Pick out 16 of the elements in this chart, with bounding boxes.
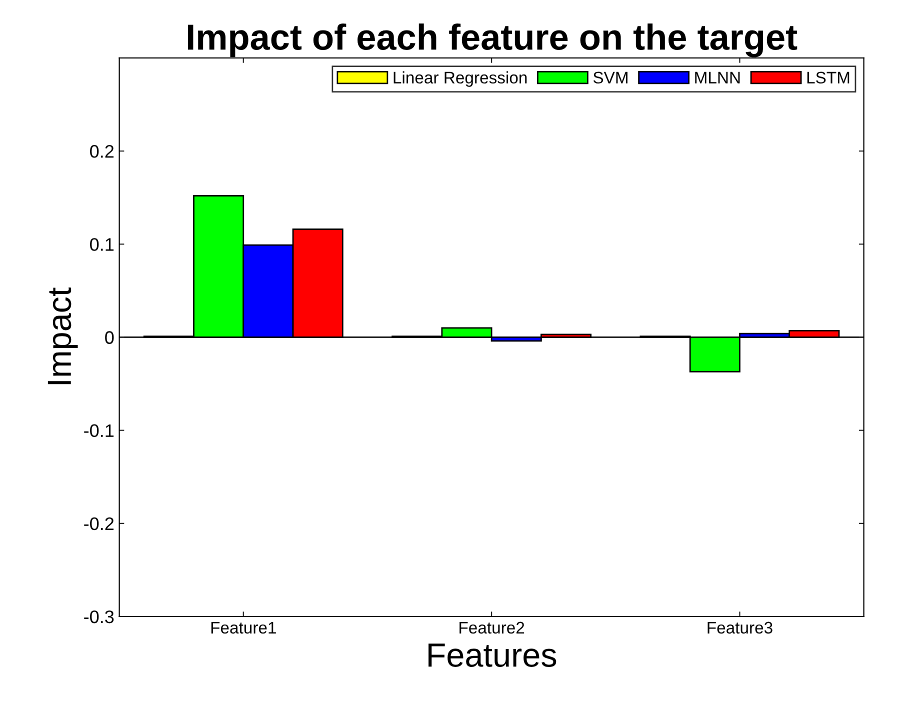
legend-label: Linear Regression (394, 71, 527, 87)
y-tick-label: 0 (105, 331, 114, 344)
x-tick-label: Feature2 (460, 622, 524, 634)
y-axis-title: Impact (48, 287, 78, 384)
y-tick-label: 0.1 (90, 238, 114, 251)
x-tick-label: Feature3 (708, 622, 772, 634)
x-axis-title: Features (428, 644, 556, 667)
legend-label: MLNN (695, 72, 740, 84)
chart-title: Impact of each feature on the target (188, 23, 798, 58)
y-tick-label: -0.3 (84, 610, 114, 624)
y-tick-label: -0.1 (84, 424, 114, 438)
y-tick-label: -0.2 (84, 517, 114, 530)
legend-label: SVM (593, 72, 628, 84)
y-tick-label: 0.2 (90, 144, 114, 158)
x-tick-label: Feature1 (211, 622, 276, 634)
legend-label: LSTM (807, 72, 850, 84)
